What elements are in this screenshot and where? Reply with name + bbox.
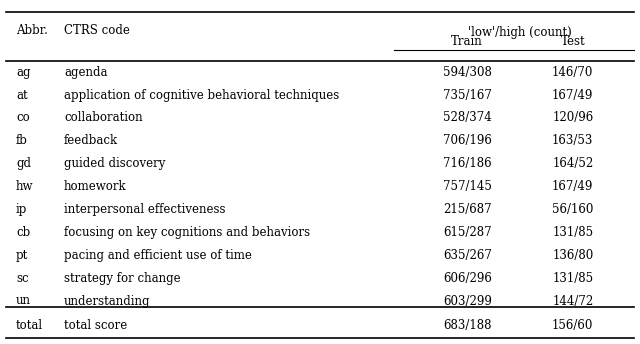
- Text: co: co: [16, 111, 29, 125]
- Text: 683/188: 683/188: [443, 319, 492, 332]
- Text: un: un: [16, 294, 31, 308]
- Text: 215/687: 215/687: [443, 203, 492, 216]
- Text: fb: fb: [16, 135, 28, 147]
- Text: 735/167: 735/167: [443, 89, 492, 101]
- Text: pt: pt: [16, 249, 28, 262]
- Text: 615/287: 615/287: [443, 226, 492, 239]
- Text: sc: sc: [16, 272, 29, 284]
- Text: homework: homework: [64, 180, 127, 193]
- Text: understanding: understanding: [64, 294, 150, 308]
- Text: guided discovery: guided discovery: [64, 157, 165, 170]
- Text: strategy for change: strategy for change: [64, 272, 180, 284]
- Text: 606/296: 606/296: [443, 272, 492, 284]
- Text: pacing and efficient use of time: pacing and efficient use of time: [64, 249, 252, 262]
- Text: Test: Test: [561, 35, 585, 49]
- Text: 120/96: 120/96: [552, 111, 593, 125]
- Text: 167/49: 167/49: [552, 180, 593, 193]
- Text: 528/374: 528/374: [443, 111, 492, 125]
- Text: ip: ip: [16, 203, 28, 216]
- Text: total score: total score: [64, 319, 127, 332]
- Text: total: total: [16, 319, 43, 332]
- Text: feedback: feedback: [64, 135, 118, 147]
- Text: application of cognitive behavioral techniques: application of cognitive behavioral tech…: [64, 89, 339, 101]
- Text: 716/186: 716/186: [443, 157, 492, 170]
- Text: 131/85: 131/85: [552, 226, 593, 239]
- Text: 594/308: 594/308: [443, 66, 492, 79]
- Text: ag: ag: [16, 66, 31, 79]
- Text: 167/49: 167/49: [552, 89, 593, 101]
- Text: agenda: agenda: [64, 66, 108, 79]
- Text: cb: cb: [16, 226, 30, 239]
- Text: 146/70: 146/70: [552, 66, 593, 79]
- Text: 131/85: 131/85: [552, 272, 593, 284]
- Text: Train: Train: [451, 35, 483, 49]
- Text: at: at: [16, 89, 28, 101]
- Text: 136/80: 136/80: [552, 249, 593, 262]
- Text: collaboration: collaboration: [64, 111, 143, 125]
- Text: 706/196: 706/196: [443, 135, 492, 147]
- Text: 635/267: 635/267: [443, 249, 492, 262]
- Text: 603/299: 603/299: [443, 294, 492, 308]
- Text: 'low'/high (count): 'low'/high (count): [468, 26, 572, 39]
- Text: hw: hw: [16, 180, 33, 193]
- Text: focusing on key cognitions and behaviors: focusing on key cognitions and behaviors: [64, 226, 310, 239]
- Text: 156/60: 156/60: [552, 319, 593, 332]
- Text: 163/53: 163/53: [552, 135, 593, 147]
- Text: 56/160: 56/160: [552, 203, 593, 216]
- Text: 144/72: 144/72: [552, 294, 593, 308]
- Text: 757/145: 757/145: [443, 180, 492, 193]
- Text: interpersonal effectiveness: interpersonal effectiveness: [64, 203, 225, 216]
- Text: Abbr.: Abbr.: [16, 24, 48, 37]
- Text: CTRS code: CTRS code: [64, 24, 130, 37]
- Text: gd: gd: [16, 157, 31, 170]
- Text: 164/52: 164/52: [552, 157, 593, 170]
